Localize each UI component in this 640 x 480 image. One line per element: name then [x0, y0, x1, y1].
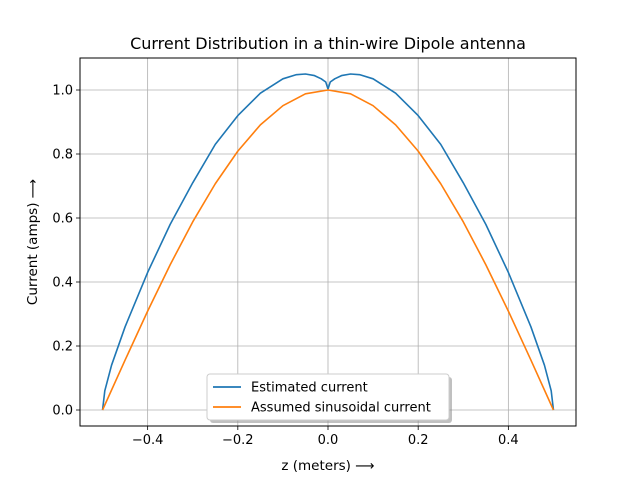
ticks: −0.4 −0.2 0.0 0.2 0.4 0.0 0.2 0.4 0.6 0.8 1.0: [52, 84, 518, 449]
series-lines: [101, 73, 555, 411]
y-tick-label: 0.2: [52, 340, 73, 355]
x-tick-label: −0.4: [132, 433, 164, 448]
x-tick-label: 0.0: [318, 433, 339, 448]
legend-label-1: Assumed sinusoidal current: [251, 401, 431, 416]
chart-title: Current Distribution in a thin-wire Dipo…: [130, 34, 526, 53]
x-tick-label: 0.4: [498, 433, 519, 448]
legend-box: [206, 373, 450, 421]
series-line-1: [101, 89, 555, 411]
legend-label-0: Estimated current: [251, 381, 368, 396]
y-tick-label: 0.8: [52, 148, 73, 163]
x-tick-label: 0.2: [408, 433, 429, 448]
y-tick-label: 0.4: [52, 276, 73, 291]
x-axis-label: z (meters) ⟶: [281, 458, 374, 474]
y-axis-label: Current (amps) ⟶: [25, 179, 41, 305]
y-tick-label: 0.6: [52, 212, 73, 227]
series-line-0: [101, 73, 555, 411]
legend: Estimated current Assumed sinusoidal curr…: [206, 373, 452, 423]
y-tick-label: 0.0: [52, 404, 73, 419]
y-tick-label: 1.0: [52, 84, 73, 99]
x-tick-label: −0.2: [222, 433, 254, 448]
